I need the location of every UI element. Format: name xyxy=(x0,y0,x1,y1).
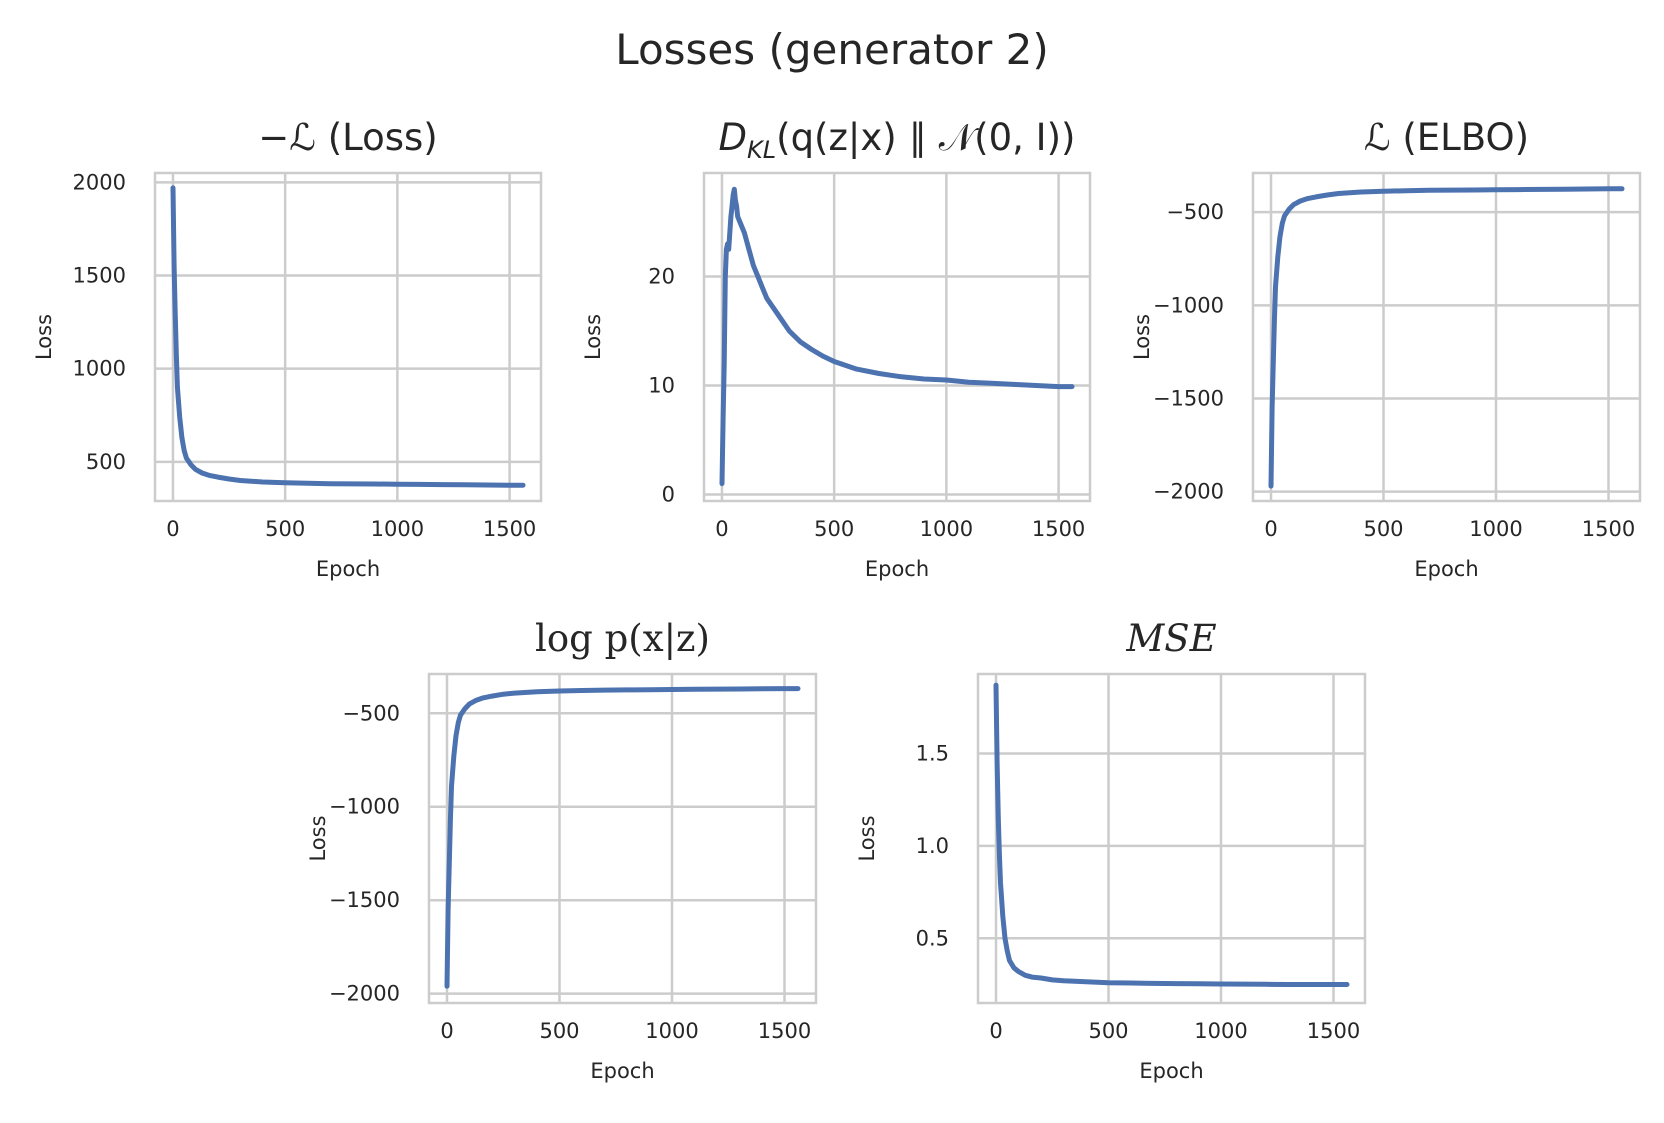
y-axis-label: Loss xyxy=(1130,314,1154,360)
y-tick-label: −1500 xyxy=(329,888,400,912)
series-line xyxy=(1268,186,1625,489)
y-tick-label: 1.0 xyxy=(916,834,949,858)
x-axis-label: Epoch xyxy=(1414,557,1478,581)
x-tick-label: 500 xyxy=(814,517,854,541)
y-tick-label: 1500 xyxy=(73,264,126,288)
y-tick-label: 20 xyxy=(648,265,675,289)
subplot-elbo: 0 500 1000 1500 −2000 −1500 −1000 −500 Epoch Loss… xyxy=(1130,116,1642,581)
series-line xyxy=(993,682,1350,987)
x-tick-label: 0 xyxy=(1264,517,1277,541)
series-line xyxy=(719,186,1075,487)
x-tick-label: 0 xyxy=(715,517,728,541)
y-tick-label: −1500 xyxy=(1153,387,1224,411)
y-tick-label: 0.5 xyxy=(916,926,949,950)
x-axis-label: Epoch xyxy=(316,557,380,581)
y-tick-label: −2000 xyxy=(329,982,400,1006)
axes-frame xyxy=(1251,171,1642,503)
x-tick-label: 1500 xyxy=(483,517,536,541)
x-tick-label: 500 xyxy=(1363,517,1403,541)
x-tick-label: 1000 xyxy=(1194,1019,1247,1043)
subplot-title: −ℒ (Loss) xyxy=(258,116,437,159)
series-line xyxy=(170,185,526,488)
x-axis-label: Epoch xyxy=(1139,1059,1203,1083)
y-tick-label: −2000 xyxy=(1153,480,1224,504)
y-tick-label: 2000 xyxy=(73,170,126,194)
y-axis-label: Loss xyxy=(581,314,605,360)
subplot-neg-elbo-loss: 0 500 1000 1500 500 1000 1500 2000 Epoch Loss −ℒ (… xyxy=(32,116,543,581)
x-tick-label: 1000 xyxy=(1469,517,1522,541)
y-tick-label: −500 xyxy=(342,701,400,725)
y-tick-label: −500 xyxy=(1166,200,1224,224)
y-axis-label: Loss xyxy=(32,314,56,360)
y-tick-label: 10 xyxy=(648,373,675,397)
x-tick-label: 1000 xyxy=(645,1019,698,1043)
axes-frame xyxy=(427,672,818,1005)
y-axis-label: Loss xyxy=(855,815,879,861)
axes-frame xyxy=(976,672,1367,1005)
x-tick-label: 1500 xyxy=(758,1019,811,1043)
x-tick-label: 500 xyxy=(1088,1019,1128,1043)
subplot-title: ℒ (ELBO) xyxy=(1364,116,1529,159)
axes-frame xyxy=(702,171,1092,503)
subplot-title: MSE xyxy=(1125,617,1216,660)
series-line xyxy=(444,686,801,989)
subplot-mse: 0 500 1000 1500 0.5 1.0 1.5 Epoch Loss MSE xyxy=(855,617,1367,1083)
y-tick-label: 1000 xyxy=(73,357,126,381)
x-tick-label: 500 xyxy=(539,1019,579,1043)
x-tick-label: 0 xyxy=(166,517,179,541)
y-axis-label: Loss xyxy=(306,815,330,861)
figure-title: Losses (generator 2) xyxy=(615,25,1048,74)
subplot-title: DKL(q(z|x) ∥ 𝒩(0, I)) xyxy=(719,116,1076,164)
y-tick-label: −1000 xyxy=(329,795,400,819)
x-tick-label: 0 xyxy=(989,1019,1002,1043)
x-tick-label: 1500 xyxy=(1582,517,1635,541)
subplot-title: log p(x|z) xyxy=(535,617,710,660)
x-axis-label: Epoch xyxy=(590,1059,654,1083)
x-tick-label: 500 xyxy=(265,517,305,541)
x-tick-label: 1500 xyxy=(1307,1019,1360,1043)
x-axis-label: Epoch xyxy=(865,557,929,581)
subplot-log-likelihood: 0 500 1000 1500 −2000 −1500 −1000 −500 Epoch Loss… xyxy=(306,617,818,1083)
y-tick-label: 0 xyxy=(662,482,675,506)
x-tick-label: 1000 xyxy=(920,517,973,541)
y-tick-label: −1000 xyxy=(1153,293,1224,317)
y-tick-label: 1.5 xyxy=(916,741,949,765)
x-tick-label: 0 xyxy=(440,1019,453,1043)
y-tick-label: 500 xyxy=(86,450,126,474)
x-tick-label: 1000 xyxy=(371,517,424,541)
axes-frame xyxy=(153,171,543,503)
subplot-kl-divergence: 0 500 1000 1500 0 10 20 Epoch Loss DKL(q(z|x) ∥ 𝒩… xyxy=(581,116,1092,581)
x-tick-label: 1500 xyxy=(1032,517,1085,541)
